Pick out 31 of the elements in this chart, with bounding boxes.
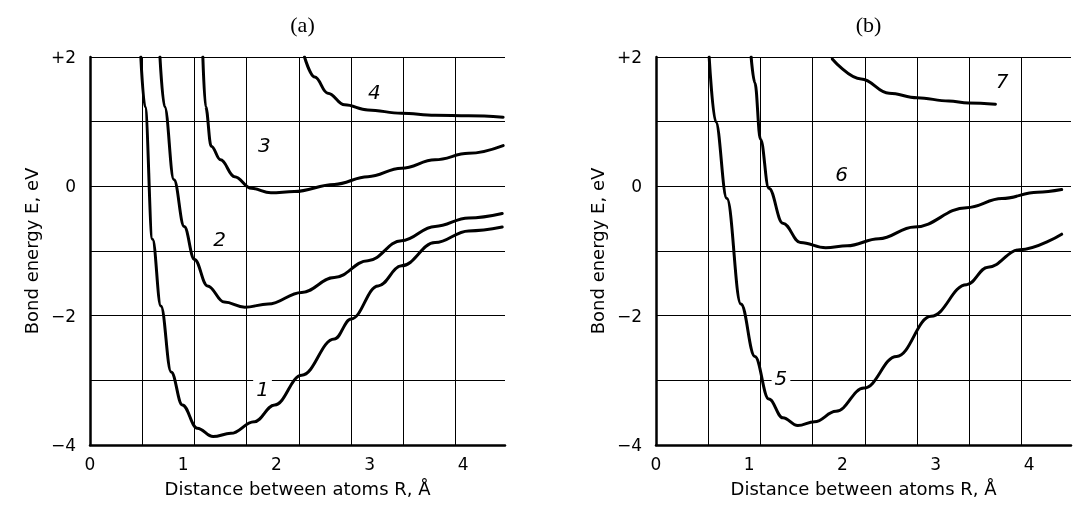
- y-tick-label: −4: [50, 435, 76, 455]
- annotation: 5: [774, 365, 788, 390]
- x-tick-label: 1: [177, 453, 189, 474]
- x-tick-label: 2: [271, 453, 282, 474]
- y-tick-label: +2: [616, 47, 642, 67]
- x-tick-label: 1: [743, 453, 755, 474]
- annotation: 7: [995, 68, 1009, 93]
- y-tick-label: 0: [65, 176, 76, 197]
- y-tick-label: −4: [616, 435, 642, 455]
- y-axis-title: Bond energy E, eV: [586, 167, 608, 335]
- chart-title: (b): [855, 11, 882, 37]
- x-tick-label: 4: [1023, 453, 1035, 474]
- x-axis-title: Distance between atoms R, Å: [164, 477, 432, 499]
- y-tick-label: −2: [50, 305, 76, 326]
- y-tick-label: 0: [631, 176, 642, 197]
- x-tick-label: 0: [650, 453, 662, 474]
- annotation: 2: [213, 227, 226, 252]
- chart-title: (a): [290, 11, 315, 37]
- x-axis-title: Distance between atoms R, Å: [730, 477, 998, 499]
- annotation: 4: [368, 79, 381, 104]
- y-tick-label: +2: [50, 47, 76, 67]
- annotation: 1: [256, 376, 269, 401]
- annotation: 3: [258, 132, 271, 157]
- x-tick-label: 3: [930, 453, 942, 474]
- y-axis-title: Bond energy E, eV: [20, 167, 42, 335]
- x-tick-label: 3: [364, 453, 376, 474]
- x-tick-label: 2: [837, 453, 848, 474]
- x-tick-label: 0: [84, 453, 96, 474]
- annotation: 6: [835, 162, 848, 187]
- y-tick-label: −2: [616, 305, 642, 326]
- x-tick-label: 4: [457, 453, 469, 474]
